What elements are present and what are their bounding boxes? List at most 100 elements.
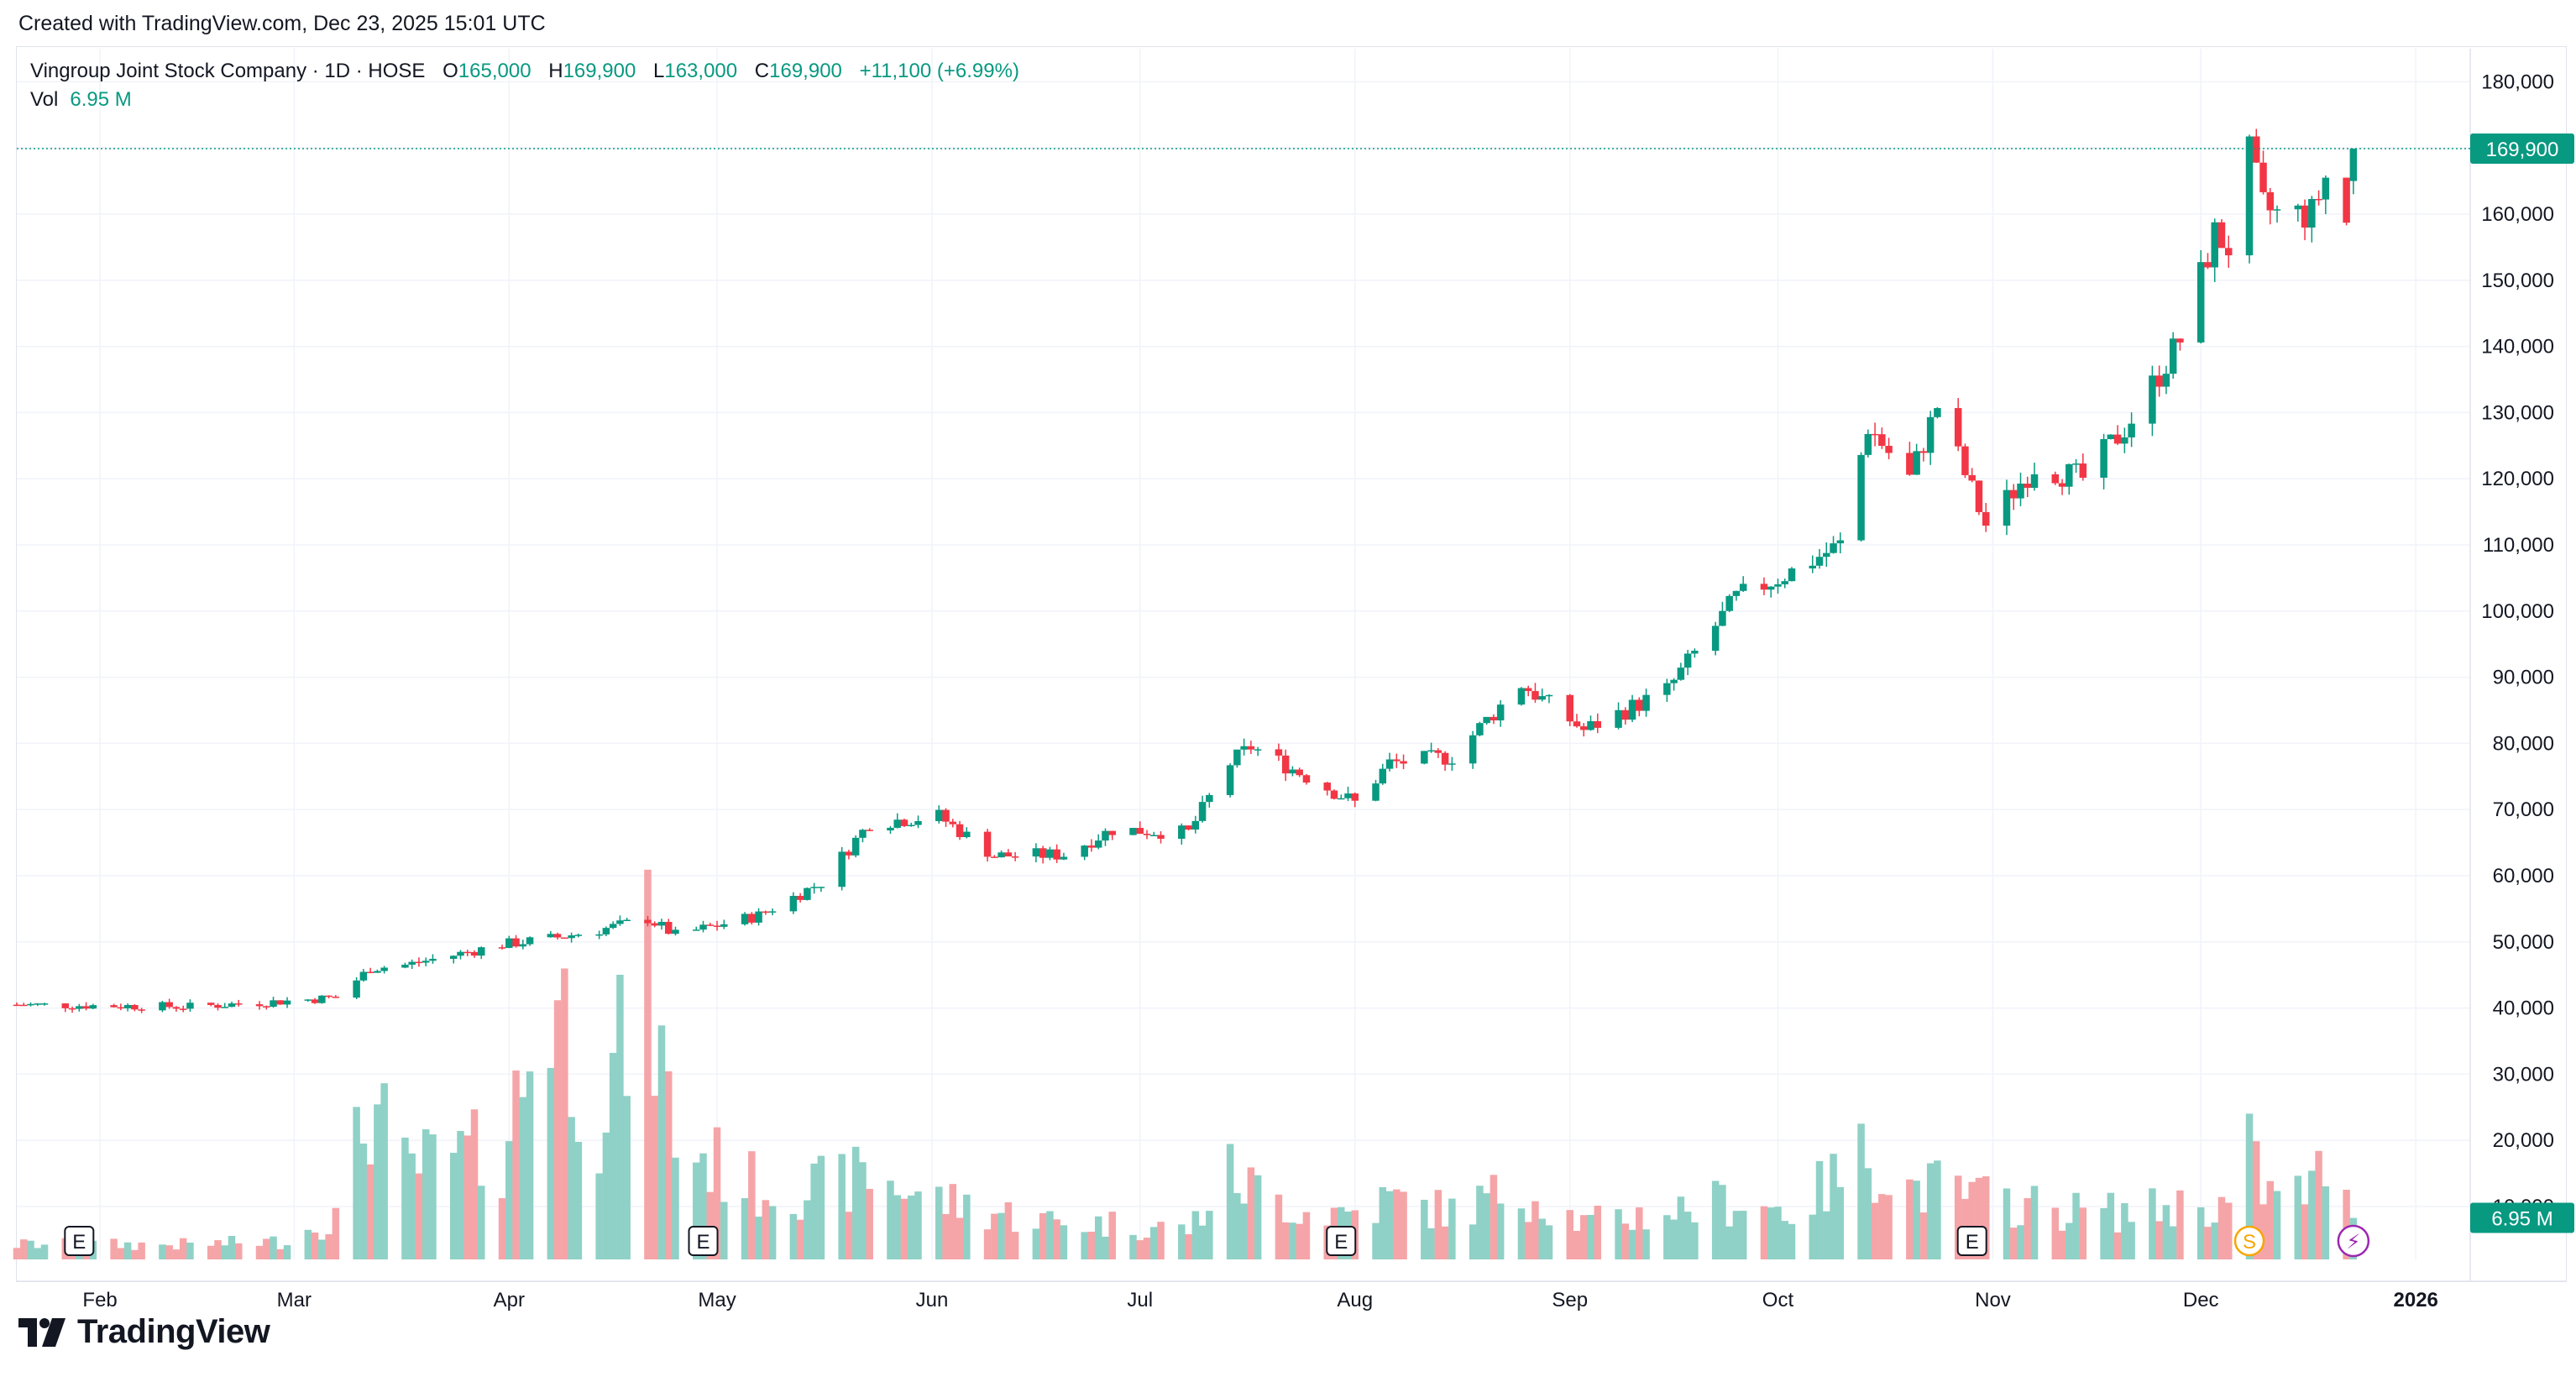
candle-body[interactable] [963,831,971,838]
earnings-event-icon[interactable]: E [688,1226,719,1256]
candle-body[interactable] [68,1008,76,1010]
candle-body[interactable] [353,980,360,998]
candle-body[interactable] [1573,721,1581,727]
candle-body[interactable] [1496,704,1505,720]
candle-body[interactable] [768,911,777,913]
candle-body[interactable] [2253,136,2260,163]
candle-body[interactable] [997,852,1005,858]
candle-body[interactable] [172,1007,181,1009]
candle-body[interactable] [1815,557,1824,566]
candle-body[interactable] [234,1003,243,1005]
candle-body[interactable] [991,856,998,858]
candle-body[interactable] [2294,205,2302,210]
candle-body[interactable] [1531,691,1539,700]
candle-body[interactable] [214,1004,222,1008]
candle-body[interactable] [2121,437,2128,444]
candle-body[interactable] [263,1006,270,1008]
candle-body[interactable] [1483,716,1490,724]
candle-body[interactable] [1330,790,1338,799]
candle-body[interactable] [276,1000,285,1005]
candle-body[interactable] [1732,590,1741,596]
candle-body[interactable] [1636,699,1643,711]
candle-body[interactable] [1490,716,1498,720]
candle-body[interactable] [547,934,555,938]
candle-body[interactable] [1004,852,1013,857]
candle-body[interactable] [804,887,811,900]
candle-body[interactable] [1885,446,1893,453]
candle-body[interactable] [526,937,534,945]
candle-body[interactable] [2211,222,2218,268]
candle-body[interactable] [117,1007,125,1009]
candle-body[interactable] [956,824,964,838]
candle-body[interactable] [165,1002,173,1008]
candle-body[interactable] [1788,568,1796,582]
candle-body[interactable] [2128,423,2135,437]
candle-body[interactable] [935,809,943,821]
candle-body[interactable] [2266,191,2275,211]
candle-body[interactable] [1836,540,1845,544]
candle-body[interactable] [1594,720,1602,728]
candle-body[interactable] [1719,610,1726,626]
candle-body[interactable] [1185,825,1192,830]
candle-body[interactable] [159,1002,166,1011]
earnings-event-icon[interactable]: E [1956,1226,1987,1256]
lightning-icon[interactable]: ⚡ [2337,1224,2370,1258]
candle-body[interactable] [561,937,568,940]
candle-body[interactable] [1878,434,1886,447]
candle-body[interactable] [1642,694,1650,711]
candle-body[interactable] [1150,835,1158,836]
candle-body[interactable] [810,887,818,888]
candle-body[interactable] [2224,248,2233,256]
candle-body[interactable] [512,938,520,947]
candle-body[interactable] [2204,262,2212,268]
candle-body[interactable] [221,1007,228,1008]
candle-body[interactable] [1628,699,1636,720]
candle-body[interactable] [2066,463,2073,487]
candle-body[interactable] [1809,565,1817,569]
candle-body[interactable] [2058,483,2066,487]
candle-body[interactable] [1725,595,1733,611]
candle-body[interactable] [359,971,368,981]
split-icon[interactable]: S [2233,1225,2265,1257]
candle-body[interactable] [421,961,430,963]
candle-body[interactable] [82,1006,90,1009]
candle-body[interactable] [2051,474,2060,484]
candle-body[interactable] [1427,750,1435,752]
candle-body[interactable] [2162,374,2170,387]
candle-body[interactable] [1961,446,1969,475]
candle-body[interactable] [2113,434,2122,444]
candle-body[interactable] [2245,136,2254,256]
candle-body[interactable] [1289,769,1296,774]
candle-body[interactable] [609,924,617,929]
candle-body[interactable] [1538,696,1546,700]
candle-body[interactable] [851,837,860,856]
candle-body[interactable] [720,924,728,927]
candle-body[interactable] [741,913,749,924]
candle-body[interactable] [318,995,326,1003]
candle-body[interactable] [1143,834,1151,835]
candle-body[interactable] [2155,375,2163,387]
candle-body[interactable] [138,1009,145,1011]
candle-body[interactable] [1934,408,1941,417]
candle-body[interactable] [574,934,583,936]
candle-body[interactable] [602,928,610,934]
candle-body[interactable] [498,947,506,949]
candle-body[interactable] [1337,798,1345,800]
candle-body[interactable] [131,1004,139,1010]
candle-body[interactable] [1691,651,1699,654]
candle-body[interactable] [1157,835,1165,839]
candle-body[interactable] [2003,489,2011,526]
candle-body[interactable] [1517,688,1526,705]
candle-body[interactable] [1379,768,1387,784]
candle-body[interactable] [2030,474,2039,489]
candle-body[interactable] [866,830,873,831]
candle-body[interactable] [270,1000,277,1008]
candle-body[interactable] [657,921,666,926]
candle-body[interactable] [1129,828,1137,835]
candle-body[interactable] [1830,543,1837,553]
candle-body[interactable] [207,1002,215,1005]
candle-body[interactable] [1136,828,1144,835]
candle-body[interactable] [13,1004,21,1007]
candle-body[interactable] [908,824,915,827]
